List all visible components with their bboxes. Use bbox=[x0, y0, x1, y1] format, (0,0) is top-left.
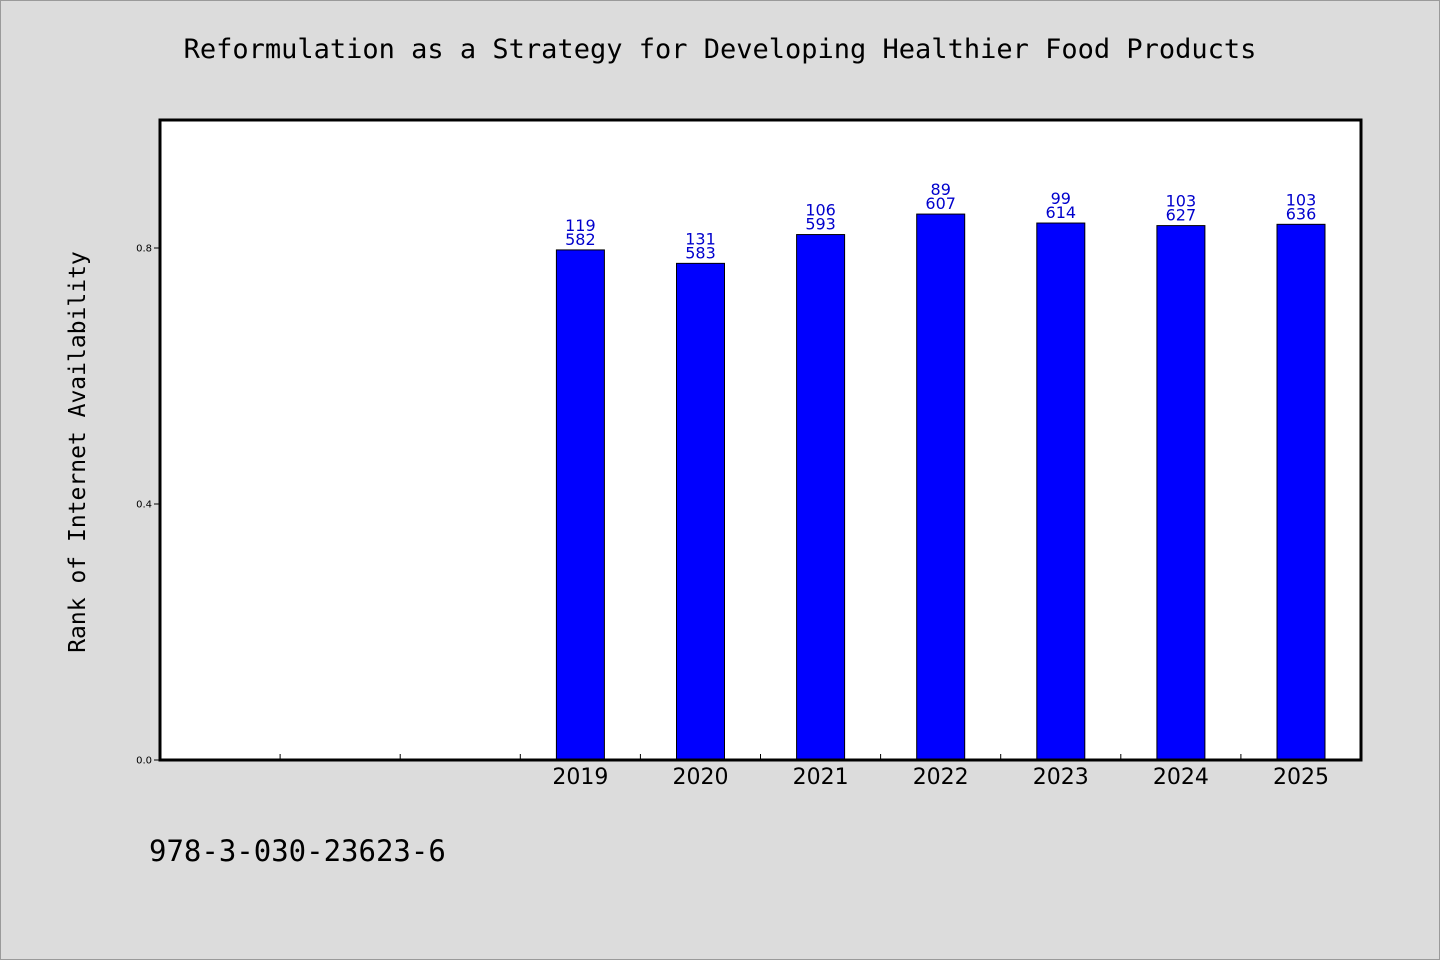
bar bbox=[676, 262, 725, 761]
bar-value-label: 593 bbox=[805, 215, 836, 234]
isbn-label: 978-3-030-23623-6 bbox=[149, 834, 446, 868]
y-tick-label: 0.0 bbox=[136, 756, 152, 767]
bar bbox=[916, 213, 966, 761]
bar bbox=[1276, 223, 1326, 761]
x-tick-label: 2022 bbox=[913, 765, 969, 790]
bar-value-label: 106 bbox=[805, 201, 836, 220]
y-tick-label: 0.8 bbox=[136, 244, 152, 255]
x-tick-label: 2024 bbox=[1153, 765, 1209, 790]
bar-value-label: 607 bbox=[925, 194, 956, 213]
bar-value-label: 99 bbox=[1051, 189, 1071, 208]
bar-value-label: 103 bbox=[1286, 190, 1317, 209]
x-tick-label: 2019 bbox=[552, 765, 608, 790]
bar-value-label: 103 bbox=[1166, 192, 1197, 211]
bar-value-label: 583 bbox=[685, 243, 716, 262]
bar-value-label: 119 bbox=[565, 216, 596, 235]
bar-value-label: 636 bbox=[1286, 204, 1317, 223]
bar-value-label: 582 bbox=[565, 230, 596, 249]
plot-border bbox=[158, 118, 1363, 762]
bar bbox=[796, 234, 846, 761]
bar bbox=[1036, 222, 1086, 761]
x-tick-label: 2020 bbox=[673, 765, 729, 790]
bar-value-label: 627 bbox=[1166, 206, 1197, 225]
chart-title: Reformulation as a Strategy for Developi… bbox=[183, 34, 1257, 65]
x-tick-label: 2023 bbox=[1033, 765, 1089, 790]
bar bbox=[555, 249, 605, 761]
y-tick-label: 0.4 bbox=[136, 500, 152, 511]
bar-value-label: 131 bbox=[685, 229, 716, 248]
x-tick-label: 2021 bbox=[793, 765, 849, 790]
bar bbox=[1156, 225, 1206, 761]
bar-value-label: 89 bbox=[931, 180, 951, 199]
x-tick-label: 2025 bbox=[1273, 765, 1329, 790]
bar-value-label: 614 bbox=[1046, 203, 1077, 222]
